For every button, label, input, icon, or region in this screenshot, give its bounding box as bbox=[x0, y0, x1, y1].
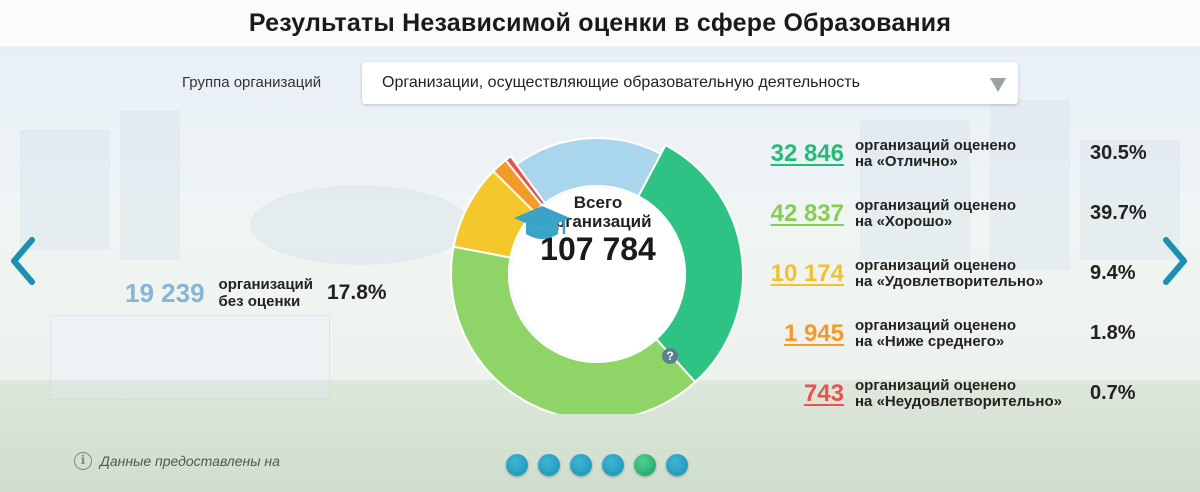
unrated-description: организаций без оценки bbox=[218, 276, 313, 310]
rating-description: организаций оценено на «Ниже среднего» bbox=[855, 317, 1016, 350]
rating-description: организаций оценено на «Хорошо» bbox=[855, 197, 1016, 230]
data-source-note: i Данные предоставлены на bbox=[74, 452, 280, 470]
rating-count[interactable]: 743 bbox=[803, 380, 844, 407]
rating-row: 1 945 организаций оценено на «Ниже среднег… bbox=[760, 316, 1180, 356]
rating-count[interactable]: 10 174 bbox=[770, 260, 844, 287]
pagination-dot[interactable] bbox=[634, 454, 656, 476]
selected-value: Организации, осуществляющие образователь… bbox=[382, 74, 860, 91]
total-label-line1: Всего bbox=[573, 193, 623, 212]
question-icon[interactable]: ? bbox=[662, 348, 678, 364]
donut-center: Всего организаций 107 784 ? bbox=[512, 188, 684, 364]
rating-percent: 0.7% bbox=[1090, 382, 1136, 404]
rating-count[interactable]: 42 837 bbox=[770, 200, 844, 227]
rating-count[interactable]: 1 945 bbox=[783, 320, 844, 347]
rating-description: организаций оценено на «Неудовлетворитель… bbox=[855, 377, 1062, 410]
rating-count[interactable]: 32 846 bbox=[770, 140, 844, 167]
rating-percent: 1.8% bbox=[1090, 322, 1136, 344]
rating-description: организаций оценено на «Удовлетворительно… bbox=[855, 257, 1044, 290]
title-bar: Результаты Независимой оценки в сфере Об… bbox=[0, 0, 1200, 46]
pagination-dot[interactable] bbox=[666, 454, 688, 476]
next-slide-button[interactable] bbox=[1160, 236, 1190, 286]
donut-chart: Всего организаций 107 784 ? bbox=[437, 130, 757, 414]
unrated-percent: 17.8% bbox=[327, 281, 387, 304]
rating-row: 42 837 организаций оценено на «Хорошо» 39.7… bbox=[760, 196, 1180, 236]
data-source-text: Данные предоставлены на bbox=[100, 453, 280, 469]
pagination-dot[interactable] bbox=[538, 454, 560, 476]
filter-label: Группа организаций bbox=[182, 74, 322, 91]
rating-description: организаций оценено на «Отлично» bbox=[855, 137, 1016, 170]
pagination bbox=[506, 454, 698, 476]
total-label-line2: организаций bbox=[544, 212, 652, 231]
info-icon[interactable]: i bbox=[74, 452, 92, 470]
graduation-cap-icon bbox=[514, 206, 570, 239]
filter-row: Группа организаций Организации, осуществ… bbox=[0, 58, 1200, 104]
organization-group-select[interactable]: Организации, осуществляющие образователь… bbox=[362, 62, 1018, 104]
total-count: 107 784 bbox=[540, 231, 656, 267]
unrated-count[interactable]: 19 239 bbox=[125, 277, 205, 308]
pagination-dot[interactable] bbox=[570, 454, 592, 476]
chevron-left-icon bbox=[11, 237, 35, 285]
rating-row: 743 организаций оценено на «Неудовлетворит… bbox=[760, 376, 1180, 416]
rating-percent: 39.7% bbox=[1090, 202, 1147, 224]
rating-percent: 30.5% bbox=[1090, 142, 1147, 164]
pagination-dot[interactable] bbox=[602, 454, 624, 476]
unrated-stat: 19 239 организаций без оценки 17.8% bbox=[125, 276, 387, 310]
pagination-dot[interactable] bbox=[506, 454, 528, 476]
rating-row: 10 174 организаций оценено на «Удовлетвори… bbox=[760, 256, 1180, 296]
rating-percent: 9.4% bbox=[1090, 262, 1136, 284]
prev-slide-button[interactable] bbox=[8, 236, 38, 286]
rating-row: 32 846 организаций оценено на «Отлично» 30.… bbox=[760, 136, 1180, 176]
dropdown-arrow-icon bbox=[990, 78, 1006, 92]
chevron-right-icon bbox=[1163, 237, 1187, 285]
page-title: Результаты Независимой оценки в сфере Об… bbox=[248, 8, 952, 37]
